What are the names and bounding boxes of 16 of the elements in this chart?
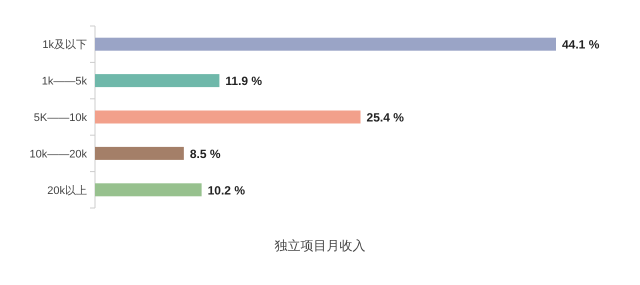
data-label: 25.4 %: [366, 110, 404, 124]
y-tick-label: 5K——10k: [34, 112, 88, 124]
data-label: 8.5 %: [190, 146, 221, 161]
y-tick-label: 20k以上: [47, 184, 87, 197]
x-axis-title: 独立项目月收入: [274, 238, 366, 253]
y-tick-label: 1k——5k: [42, 76, 88, 88]
bar: [95, 38, 556, 51]
bar: [95, 183, 202, 196]
bar: [95, 74, 220, 88]
data-label: 10.2 %: [208, 183, 246, 198]
bar: [95, 110, 361, 124]
data-label: 11.9 %: [225, 74, 262, 88]
data-label: 44.1 %: [562, 38, 600, 52]
y-tick-label: 1k及以下: [42, 38, 87, 52]
y-tick-label: 10k——20k: [30, 148, 88, 160]
bar: [95, 146, 184, 160]
